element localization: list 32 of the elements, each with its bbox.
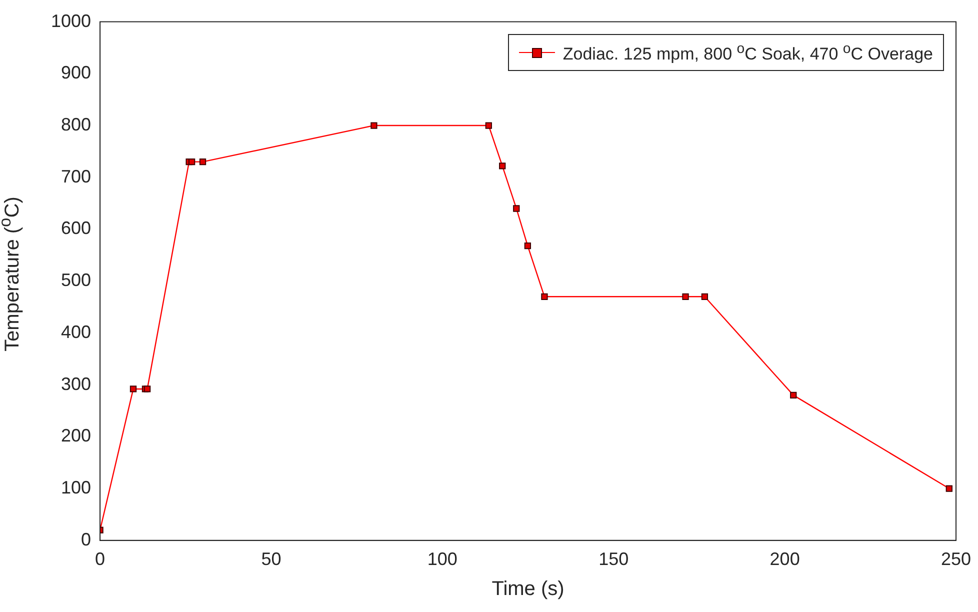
x-tick-label: 50 (261, 549, 282, 570)
y-tick-label: 800 (60, 114, 92, 134)
y-tick-label: 600 (60, 218, 92, 238)
y-tick-label: 200 (60, 426, 92, 446)
legend-label: Zodiac. 125 mpm, 800 $^{o}$C Soak, 470 $^{o}$C Overage (562, 40, 933, 64)
point (370, 122, 378, 129)
point (188, 158, 196, 166)
y-tick-label: 300 (60, 374, 92, 394)
x-tick-label: 150 (598, 549, 629, 570)
x-tick-label: 100 (427, 549, 458, 570)
point (946, 485, 952, 492)
y-tick-label: 1000 (50, 10, 92, 31)
point (485, 122, 492, 129)
point (541, 293, 548, 300)
y-tick-label: 0 (81, 529, 92, 550)
point (513, 205, 520, 212)
x-tick-label: 0 (95, 549, 106, 570)
point (499, 162, 506, 170)
point (790, 392, 797, 399)
y-tick-label: 900 (60, 62, 92, 83)
point (130, 386, 137, 392)
y-tick-label: 100 (60, 478, 92, 498)
point (701, 293, 708, 300)
point (682, 293, 689, 300)
y-tick-label: 400 (60, 322, 92, 342)
x-tick-label: 200 (770, 549, 800, 570)
y-tick-label: 700 (60, 166, 92, 186)
y-tick-label: 500 (60, 270, 92, 290)
point (199, 158, 206, 166)
point (524, 242, 532, 250)
x-axis-title: Time (s) (490, 578, 566, 601)
x-tick-label: 250 (940, 549, 972, 570)
